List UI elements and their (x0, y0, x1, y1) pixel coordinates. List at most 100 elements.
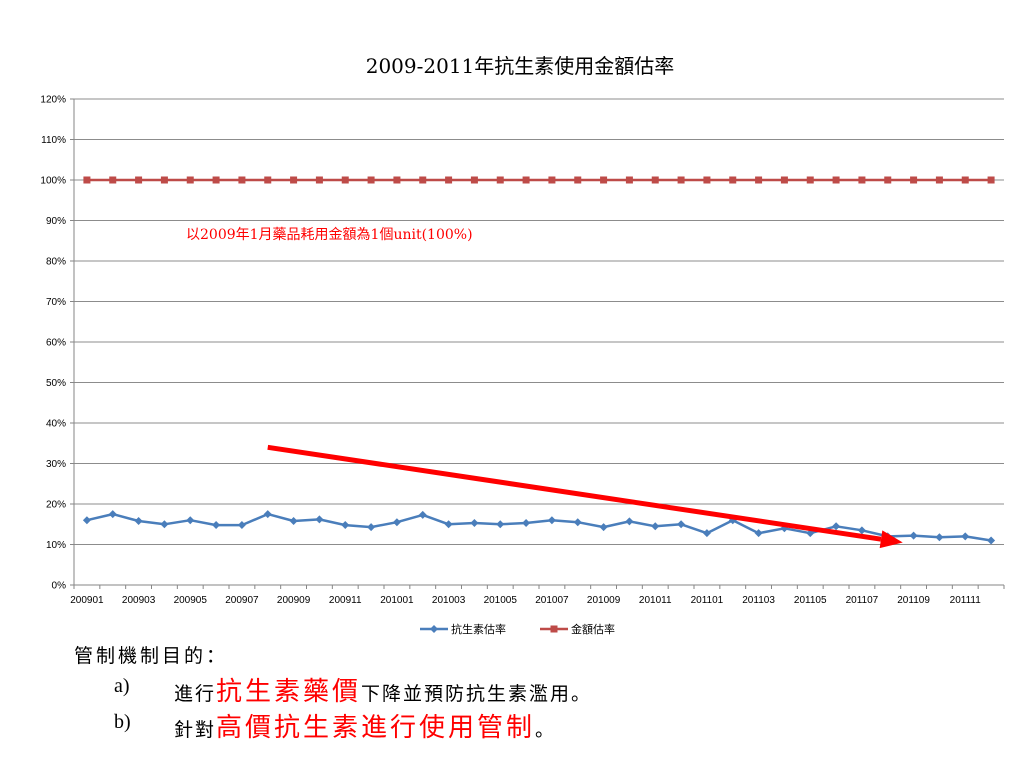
x-tick-label: 201109 (897, 595, 930, 606)
data-point-1 (470, 176, 478, 184)
data-point-1 (83, 176, 91, 184)
y-tick-label: 100% (40, 176, 66, 187)
data-point-0 (444, 520, 453, 529)
note-a-part-3: 下降並預防抗生素濫用。 (361, 683, 593, 705)
note-b-part-1: 針對 (174, 719, 217, 741)
note-body-a: 進行抗生素藥價下降並預防抗生素濫用。 (174, 671, 592, 708)
data-point-0 (134, 517, 143, 526)
data-point-0 (599, 523, 608, 532)
data-point-0 (186, 516, 195, 525)
data-point-0 (289, 517, 298, 526)
data-point-1 (755, 176, 763, 184)
x-axis-ticks: 200901 200903 200905 200907 200909 200911 2010… (70, 585, 1005, 606)
x-tick-label: 200905 (174, 595, 208, 606)
chart-title: 2009-2011年抗生素使用金額估率 (366, 54, 675, 78)
data-point-1 (341, 176, 349, 184)
trend-arrow (267, 444, 903, 549)
x-tick-label: 200901 (70, 595, 104, 606)
y-axis-ticks: 0% 10% 20% 30% 40% 50% 60% 70% 80% 90% 100% 110% 120… (40, 95, 66, 592)
note-marker-a: a) (114, 675, 130, 697)
x-tick-label: 201005 (484, 595, 518, 606)
x-tick-label: 200909 (277, 595, 311, 606)
data-point-0 (987, 536, 996, 545)
y-tick-label: 60% (46, 338, 66, 349)
data-point-1 (315, 176, 323, 184)
data-point-1 (419, 176, 427, 184)
y-tick-label: 50% (46, 378, 66, 389)
data-point-1 (600, 176, 608, 184)
data-point-0 (832, 522, 841, 531)
x-tick-label: 201007 (535, 595, 569, 606)
x-tick-label: 201111 (950, 595, 982, 606)
series-0 (82, 510, 996, 545)
trend-arrow-head-icon (879, 530, 903, 549)
data-point-1 (212, 176, 220, 184)
data-point-1 (109, 176, 117, 184)
data-point-1 (522, 176, 530, 184)
x-tick-label: 201009 (587, 595, 621, 606)
y-tick-label: 90% (46, 216, 66, 227)
square-marker-icon (550, 625, 558, 633)
data-point-1 (186, 176, 194, 184)
data-point-1 (238, 176, 246, 184)
notes-section: 管制機制目的： a) 進行抗生素藥價下降並預防抗生素濫用。 b) 針對高價抗生素… (74, 641, 994, 743)
series-line-0 (86, 512, 992, 542)
data-point-1 (729, 176, 737, 184)
note-body-b: 針對高價抗生素進行使用管制。 (174, 707, 556, 744)
data-point-1 (625, 176, 633, 184)
note-item-a: a) 進行抗生素藥價下降並預防抗生素濫用。 (74, 671, 994, 707)
y-tick-label: 20% (46, 500, 66, 511)
x-tick-label: 201107 (846, 595, 879, 606)
data-point-1 (832, 176, 840, 184)
data-point-1 (160, 176, 168, 184)
data-point-0 (522, 519, 531, 528)
data-point-0 (470, 519, 479, 528)
data-point-0 (160, 520, 169, 529)
data-point-0 (108, 510, 117, 519)
data-point-0 (315, 515, 324, 524)
legend-item-amount: 金額估率 (540, 622, 615, 636)
note-a-emphasis: 抗生素藥價 (216, 677, 362, 707)
data-point-0 (367, 523, 376, 532)
data-point-1 (548, 176, 556, 184)
data-point-1 (367, 176, 375, 184)
data-point-0 (625, 517, 634, 526)
y-tick-label: 10% (46, 540, 66, 551)
data-point-0 (677, 520, 686, 529)
y-tick-label: 120% (40, 95, 66, 106)
note-marker-b: b) (114, 711, 131, 733)
x-tick-label: 201103 (742, 595, 775, 606)
data-point-1 (651, 176, 659, 184)
note-b-part-3: 。 (535, 719, 557, 741)
y-tick-label: 0% (52, 581, 67, 592)
x-tick-label: 200907 (225, 595, 259, 606)
data-point-1 (806, 176, 814, 184)
x-tick-label: 201001 (380, 595, 414, 606)
data-point-0 (909, 531, 918, 540)
diamond-marker-icon (430, 625, 438, 633)
chart: 2009-2011年抗生素使用金額估率 0% 10% 20% 30% 40% 50% 60%… (40, 54, 1005, 636)
data-point-0 (857, 526, 866, 535)
data-point-1 (884, 176, 892, 184)
data-point-0 (754, 529, 763, 538)
data-point-1 (574, 176, 582, 184)
data-point-1 (496, 176, 504, 184)
note-a-part-1: 進行 (174, 683, 217, 705)
x-tick-label: 200903 (122, 595, 156, 606)
data-point-0 (935, 533, 944, 542)
legend-item-antibiotic: 抗生素估率 (420, 622, 506, 636)
data-point-1 (703, 176, 711, 184)
y-tick-label: 70% (46, 297, 66, 308)
data-point-1 (264, 176, 272, 184)
series-layer (82, 176, 996, 545)
data-point-0 (496, 520, 505, 529)
data-point-0 (961, 532, 970, 541)
x-tick-label: 201011 (639, 595, 672, 606)
x-tick-label: 201105 (794, 595, 827, 606)
data-point-0 (418, 510, 427, 519)
trend-arrow-shaft (267, 444, 882, 542)
data-point-1 (677, 176, 685, 184)
data-point-1 (987, 176, 995, 184)
data-point-1 (290, 176, 298, 184)
note-b-emphasis: 高價抗生素進行使用管制 (216, 713, 536, 743)
